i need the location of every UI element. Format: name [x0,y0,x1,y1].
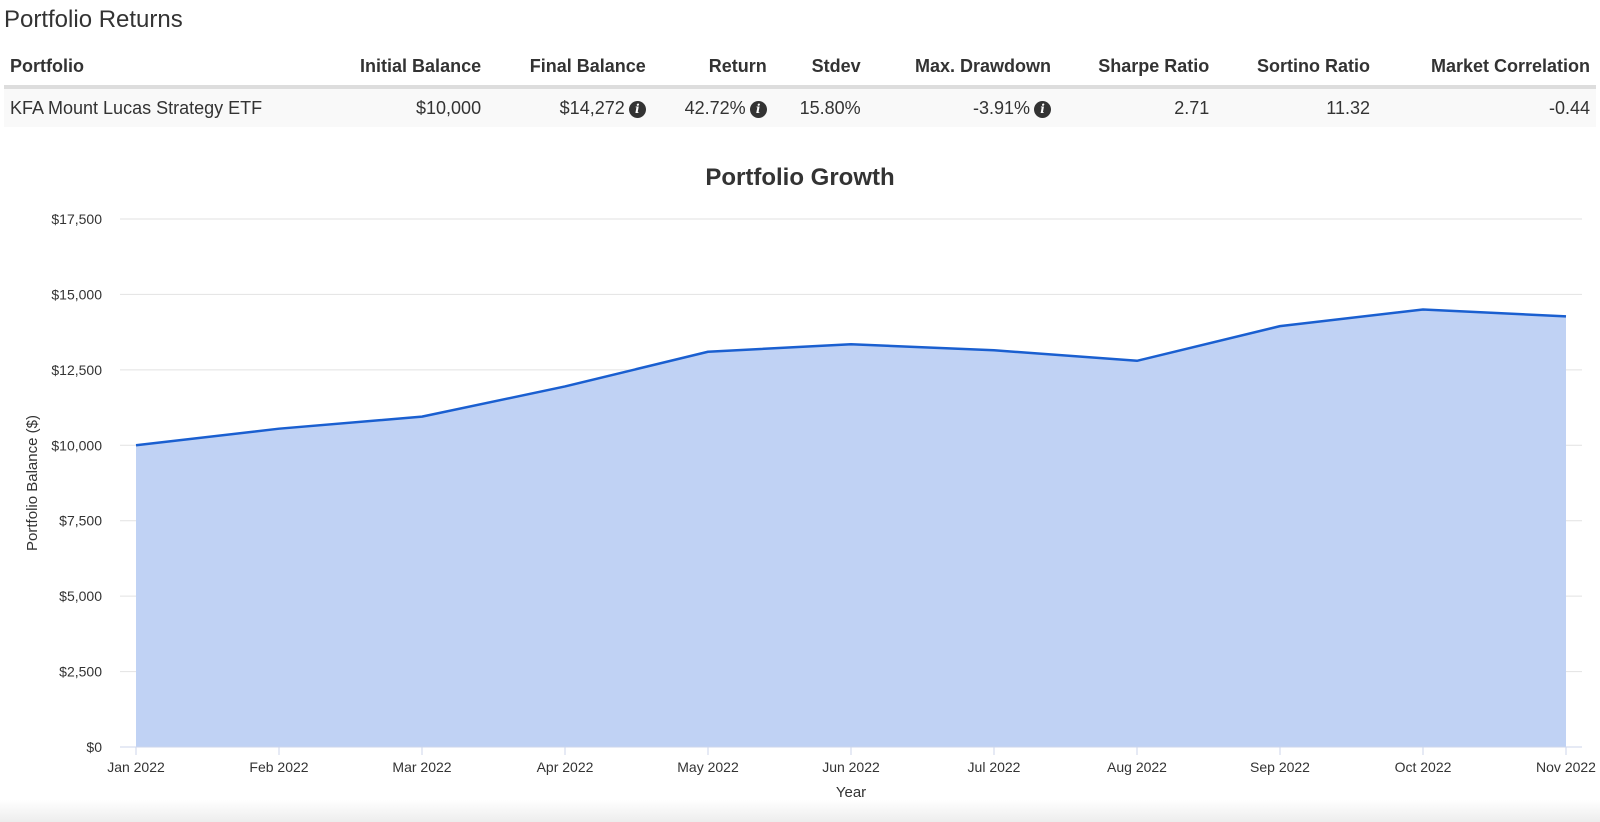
data-point[interactable] [1133,357,1141,365]
table-header-row: Portfolio Initial Balance Final Balance … [4,50,1596,89]
series-line [135,308,1567,447]
y-tick-label: $15,000 [51,286,102,302]
area-fill [136,309,1566,747]
cell-stdev: 15.80% [772,87,867,127]
header-sharpe-ratio[interactable]: Sharpe Ratio [1057,50,1216,89]
cell-max-drawdown: -3.91% i [866,87,1058,127]
portfolio-returns-table: Portfolio Initial Balance Final Balance … [4,50,1596,127]
header-max-drawdown[interactable]: Max. Drawdown [866,50,1058,89]
data-point[interactable] [275,425,283,433]
x-tick-label: Feb 2022 [249,759,308,775]
data-point[interactable] [561,382,569,390]
cell-market-correlation: -0.44 [1375,87,1596,127]
cell-return: 42.72% i [651,87,773,127]
data-point[interactable] [418,413,426,421]
chart-title: Portfolio Growth [705,164,895,191]
y-axis-title: Portfolio Balance ($) [24,415,41,551]
cell-portfolio: KFA Mount Lucas Strategy ETF [4,87,316,127]
data-point[interactable] [990,346,998,354]
x-tick-label: Nov 2022 [1536,759,1596,775]
y-tick-label: $0 [86,739,102,755]
data-point[interactable] [132,441,140,449]
data-point[interactable] [847,340,855,348]
x-tick-label: Oct 2022 [1395,759,1452,775]
header-initial-balance[interactable]: Initial Balance [316,50,488,89]
x-tick-label: Mar 2022 [392,759,451,775]
cell-sharpe-ratio: 2.71 [1057,87,1216,127]
section-title: Portfolio Returns [4,6,183,33]
x-tick-label: Sep 2022 [1250,759,1310,775]
x-tick-label: Aug 2022 [1107,759,1167,775]
data-point[interactable] [1276,322,1284,330]
header-final-balance[interactable]: Final Balance [487,50,652,89]
x-tick-label: May 2022 [677,759,739,775]
header-stdev[interactable]: Stdev [772,50,867,89]
x-tick-label: Jan 2022 [107,759,165,775]
x-tick-label: Jun 2022 [822,759,880,775]
y-tick-label: $2,500 [59,664,102,680]
y-tick-label: $7,500 [59,513,102,529]
header-return[interactable]: Return [651,50,773,89]
y-tick-label: $17,500 [51,211,102,227]
final-balance-value: $14,272 [559,98,625,118]
header-market-correlation[interactable]: Market Correlation [1375,50,1596,89]
header-sortino-ratio[interactable]: Sortino Ratio [1215,50,1376,89]
data-point[interactable] [1562,312,1570,320]
info-icon[interactable]: i [1034,101,1052,118]
return-value: 42.72% [684,98,746,118]
data-point[interactable] [1419,306,1427,314]
cell-final-balance: $14,272 i [487,87,652,127]
x-tick-label: Jul 2022 [968,759,1021,775]
cell-sortino-ratio: 11.32 [1215,87,1376,127]
x-axis-title: Year [836,784,866,801]
bottom-fade [0,800,1600,822]
table-row: KFA Mount Lucas Strategy ETF $10,000 $14… [4,87,1596,127]
y-tick-label: $12,500 [51,362,102,378]
x-tick-label: Apr 2022 [537,759,594,775]
y-tick-label: $5,000 [59,588,102,604]
cell-initial-balance: $10,000 [316,87,488,127]
header-portfolio[interactable]: Portfolio [4,50,316,89]
data-point[interactable] [704,348,712,356]
y-tick-label: $10,000 [51,437,102,453]
info-icon[interactable]: i [628,101,646,118]
max-drawdown-value: -3.91% [972,98,1031,118]
info-icon[interactable]: i [749,101,767,118]
